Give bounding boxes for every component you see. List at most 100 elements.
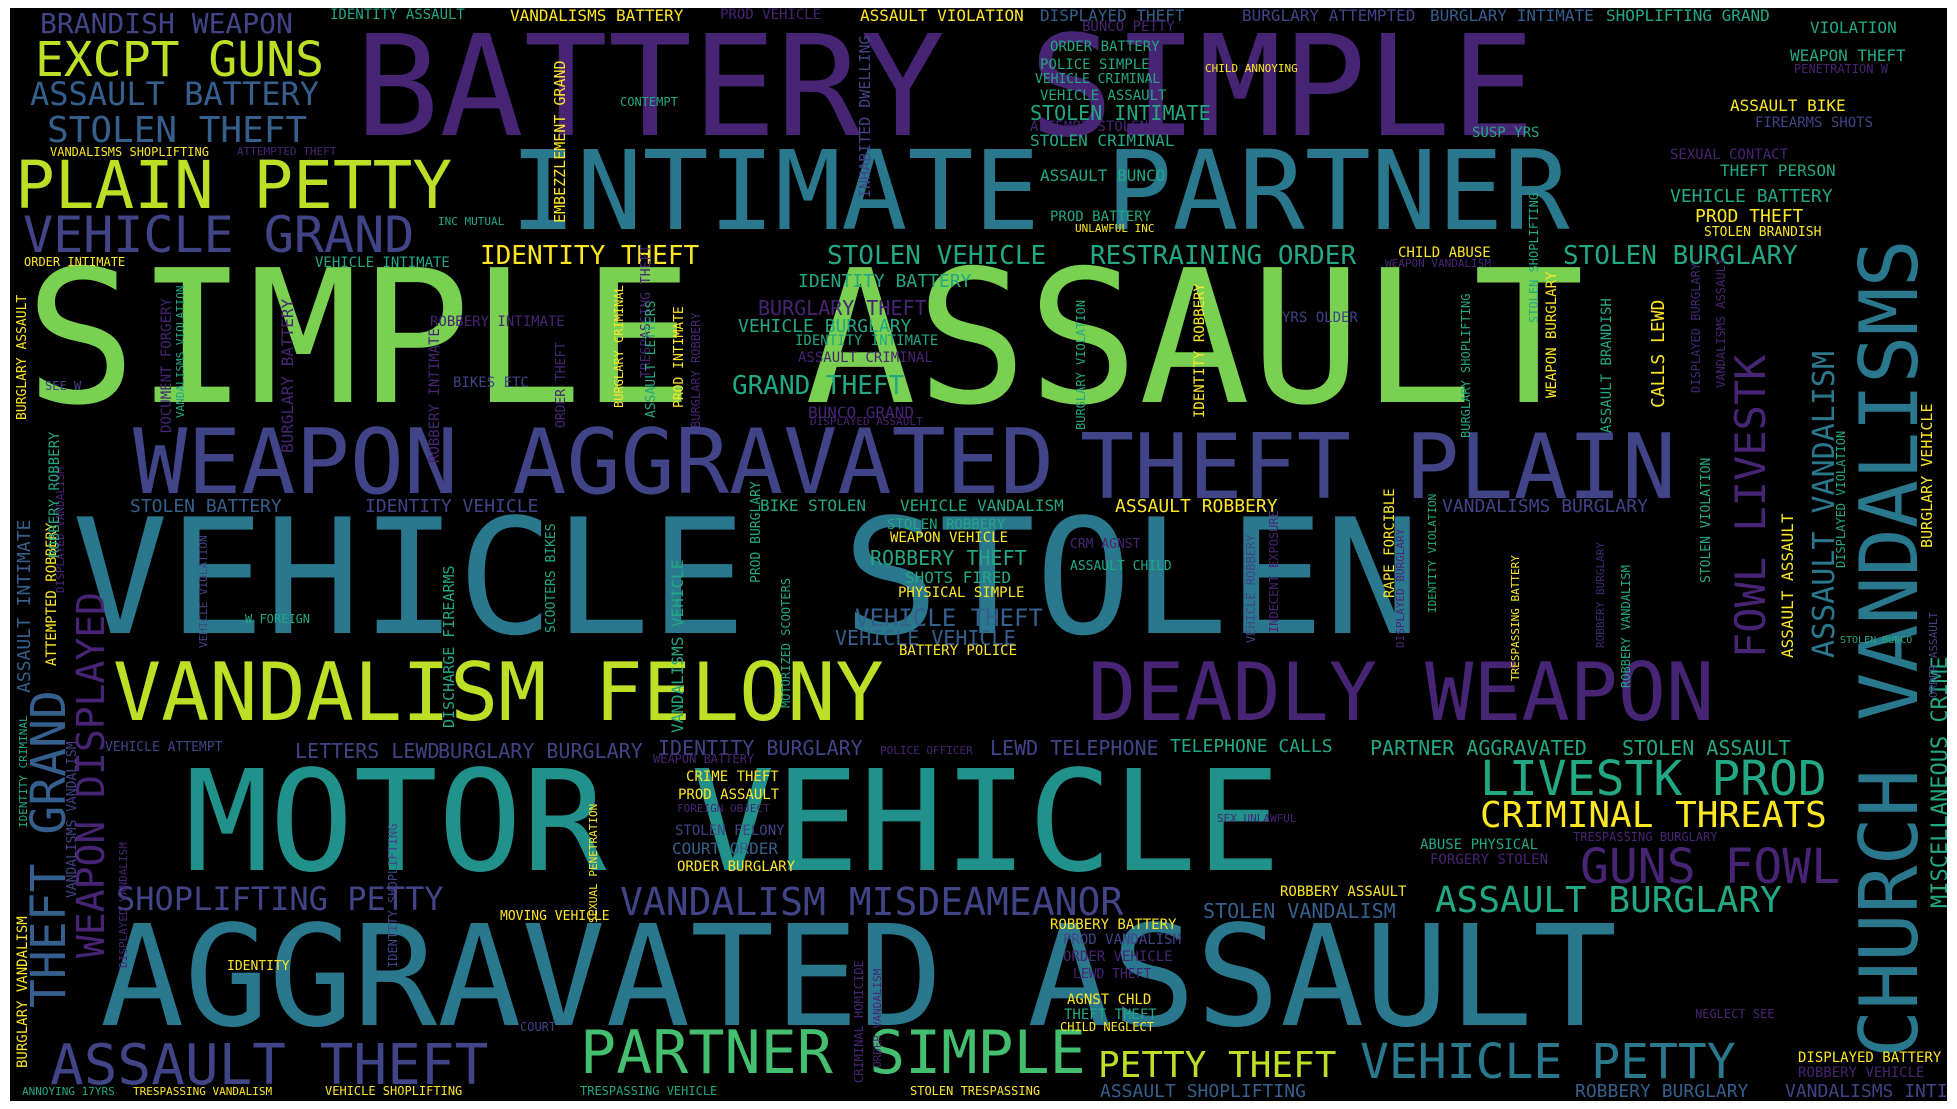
word-stolen-battery: STOLEN BATTERY — [130, 496, 282, 517]
word-trespassing-burglary: TRESPASSING BURGLARY — [1573, 830, 1718, 844]
word-burglary-violation: BURGLARY VIOLATION — [1074, 299, 1088, 430]
word-fowl-livestk: FOWL LIVESTK — [1726, 354, 1775, 658]
word-stolen-vehicle: STOLEN VEHICLE — [827, 241, 1047, 271]
word-trespassing-battery: TRESPASSING BATTERY — [1509, 555, 1522, 681]
word-robbery-vandalism: ROBBERY VANDALISM — [1619, 565, 1633, 688]
word-see-w: SEE W — [45, 379, 82, 393]
word-robbery-assault: ROBBERY ASSAULT — [1280, 884, 1407, 900]
word-weapon-battery: WEAPON BATTERY — [653, 752, 755, 766]
word-annoying-17yrs: ANNOYING 17YRS — [22, 1085, 115, 1098]
word-criminal-threats: CRIMINAL THREATS — [1480, 795, 1827, 836]
word-stolen-violation: STOLEN VIOLATION — [1699, 457, 1714, 583]
word-violation: VIOLATION — [1810, 18, 1897, 37]
word-vehicle-petty: VEHICLE PETTY — [1360, 1034, 1736, 1090]
word-attempted-theft: ATTEMPTED THEFT — [237, 145, 337, 158]
word-letters-lewd: LETTERS LEWD — [295, 739, 440, 763]
word-robbery-burglary: ROBBERY BURGLARY — [1575, 1081, 1749, 1101]
word-inc-mutual: INC MUTUAL — [438, 215, 505, 228]
word-displayed-assault: DISPLAYED ASSAULT — [810, 415, 923, 428]
word-court-order: COURT ORDER — [672, 839, 778, 858]
word-motor-vehicle: MOTOR VEHICLE — [185, 741, 1281, 904]
word-neglect-see: NEGLECT SEE — [1695, 1007, 1775, 1021]
word-theft-theft: THEFT THEFT — [1064, 1007, 1157, 1023]
word-vehicle-battery: VEHICLE BATTERY — [1670, 186, 1833, 207]
word-church-vandalisms: CHURCH VANDALISMS — [1843, 239, 1936, 1058]
word-order-assault: ORDER ASSAULT — [1927, 611, 1940, 698]
word-crm-agnst: CRM AGNST — [1070, 537, 1141, 552]
word-guns-fowl: GUNS FOWL — [1580, 839, 1841, 895]
word-child-neglect: CHILD NEGLECT — [1060, 1020, 1154, 1034]
word-prod-theft: PROD THEFT — [1695, 206, 1804, 227]
word-order-intimate: ORDER INTIMATE — [24, 255, 126, 269]
word-trespassing-vehicle: TRESPASSING VEHICLE — [580, 1084, 718, 1098]
word-prod-vandalism: PROD VANDALISM — [1063, 932, 1182, 948]
word-stolen-robbery: STOLEN ROBBERY — [887, 517, 1006, 533]
word-burglary-vehicle: BURGLARY VEHICLE — [1918, 403, 1936, 549]
word-stolen-vandalism: STOLEN VANDALISM — [1203, 899, 1396, 923]
word-sex-unlawful: SEX UNLAWFUL — [1217, 812, 1297, 825]
word-embezzlement-grand: EMBEZZLEMENT GRAND — [551, 60, 569, 223]
word-stolen-intimate: STOLEN INTIMATE — [1030, 101, 1211, 125]
word-burglary-criminal: BURGLARY CRIMINAL — [612, 285, 626, 408]
word-stolen-brandish: STOLEN BRANDISH — [1704, 225, 1822, 240]
word-vehicle-grand: VEHICLE GRAND — [23, 206, 415, 264]
word-assault-brandish: ASSAULT BRANDISH — [1599, 298, 1615, 433]
word-grand-theft: GRAND THEFT — [732, 371, 905, 401]
word-child-annoying: CHILD ANNOYING — [1205, 62, 1298, 75]
word-abuse-physical: ABUSE PHYSICAL — [1420, 837, 1539, 853]
word-assault-bunco: ASSAULT BUNCO — [1040, 166, 1166, 185]
word-assault-letters: ASSAULT LETTERS — [644, 300, 659, 418]
word-order-vehicle: ORDER VEHICLE — [1063, 949, 1173, 965]
word-robbery-intimate: ROBBERY INTIMATE — [430, 314, 565, 330]
word-vehicle-violation: VEHICLE VIOLATION — [197, 535, 210, 648]
word-contempt: CONTEMPT — [620, 95, 678, 109]
word-identity-criminal: IDENTITY CRIMINAL — [17, 715, 30, 828]
word-identity-intimate: IDENTITY INTIMATE — [795, 333, 939, 349]
word-police-simple: POLICE SIMPLE — [1040, 57, 1150, 73]
word-calls-lewd: CALLS LEWD — [1648, 299, 1669, 408]
word-vandalism-misdeameanor: VANDALISM MISDEAMEANOR — [620, 880, 1124, 924]
word-simple-assault: SIMPLE ASSAULT — [25, 230, 1585, 446]
word-sexual-contact: SEXUAL CONTACT — [1670, 147, 1789, 163]
word-criminal-homicide: CRIMINAL HOMICIDE — [852, 960, 866, 1083]
word-child-abuse: CHILD ABUSE — [1398, 245, 1491, 261]
word-assault-criminal: ASSAULT CRIMINAL — [798, 350, 933, 366]
word-vandalisms-battery: VANDALISMS BATTERY — [510, 8, 684, 25]
word-petty-theft: PETTY THEFT — [1098, 1045, 1337, 1086]
word-unlawful-inc: UNLAWFUL INC — [1075, 222, 1155, 235]
word-vandalisms-burglary: VANDALISMS BURGLARY — [1442, 496, 1648, 517]
word-assault-battery: ASSAULT BATTERY — [30, 75, 319, 113]
word-displayed-battery: DISPLAYED BATTERY — [1798, 1050, 1942, 1066]
word-vehicle-vandalism: VEHICLE VANDALISM — [900, 496, 1064, 515]
word-vehicle-theft: VEHICLE THEFT — [855, 604, 1043, 632]
word-motorized-scooters: MOTORIZED SCOOTERS — [779, 577, 793, 708]
word-vandalisms-vehicle: VANDALISMS VEHICLE — [668, 559, 687, 733]
word-vandalisms-assault: VANDALISMS ASSAULT — [1714, 257, 1728, 388]
word-assault-shoplifting: ASSAULT SHOPLIFTING — [1100, 1081, 1306, 1101]
word-vandalisms-shoplifting: VANDALISMS SHOPLIFTING — [50, 145, 209, 159]
word-prod-battery: PROD BATTERY — [1050, 209, 1152, 225]
word-robbery-theft: ROBBERY THEFT — [870, 546, 1027, 570]
word-vehicle-vehicle: VEHICLE VEHICLE — [835, 626, 1016, 650]
word-stolen-criminal: STOLEN CRIMINAL — [1030, 131, 1175, 150]
word-shoplifting-petty: SHOPLIFTING PETTY — [116, 880, 444, 918]
word-court: COURT — [520, 1020, 557, 1034]
word-lewd-theft: LEWD THEFT — [1073, 967, 1152, 982]
word-police-officer: POLICE OFFICER — [880, 744, 973, 757]
word-susp-yrs: SUSP YRS — [1472, 125, 1540, 141]
word-stolen-theft: STOLEN THEFT — [47, 110, 308, 151]
word-prod-vehicle: PROD VEHICLE — [720, 8, 822, 23]
word-scooters-bikes: SCOOTERS BIKES — [544, 523, 559, 633]
word-robbery-vehicle: ROBBERY VEHICLE — [1798, 1065, 1925, 1081]
word-livestk-prod: LIVESTK PROD — [1480, 751, 1827, 807]
word-burglary-assault: BURGLARY ASSAULT — [15, 294, 30, 420]
word-stolen-trespassing: STOLEN TRESPASSING — [910, 1084, 1041, 1098]
word-prod-intimate: PROD INTIMATE — [672, 306, 687, 408]
word-agnst-chld: AGNST CHLD — [1067, 992, 1152, 1008]
word-prod-burglary: PROD BURGLARY — [749, 481, 764, 583]
word-order-theft: ORDER THEFT — [554, 341, 569, 428]
word-burglary-theft: BURGLARY THEFT — [758, 296, 927, 320]
word-assault-theft: ASSAULT THEFT — [50, 1033, 489, 1098]
word-intimate-partner: INTIMATE PARTNER — [510, 127, 1570, 255]
word-indecent-exposure: INDECENT EXPOSURE — [1267, 510, 1281, 633]
